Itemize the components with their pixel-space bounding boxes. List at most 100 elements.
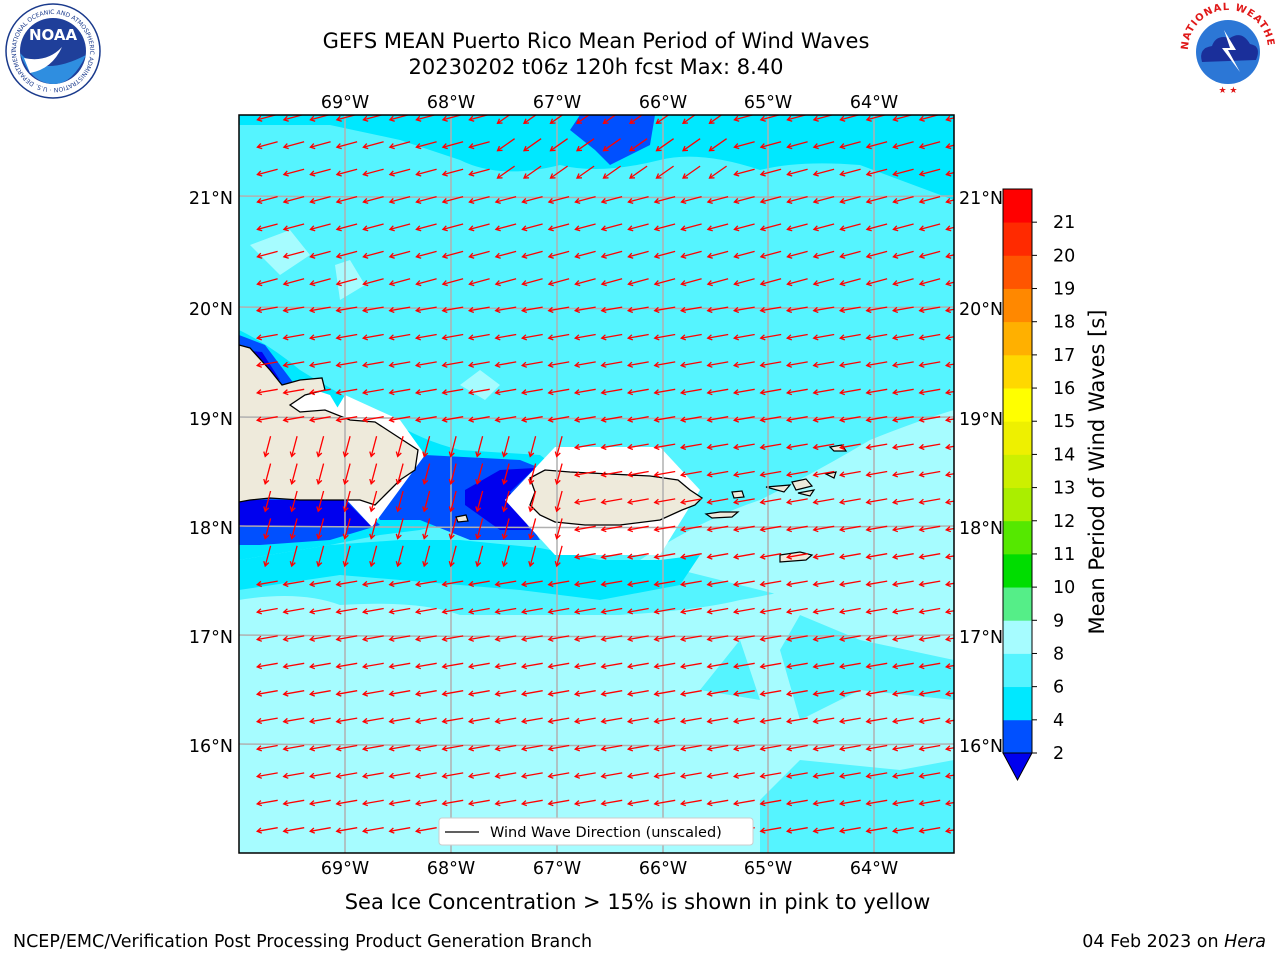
wave-direction-arrow: [389, 361, 411, 367]
wave-direction-arrow: [840, 635, 861, 641]
noaa-logo: NATIONAL OCEANIC AND ATMOSPHERIC ADMINIS…: [2, 3, 101, 99]
wave-direction-arrowhead: [759, 252, 766, 259]
wave-direction-arrowhead: [600, 553, 607, 560]
wave-direction-arrowhead: [335, 252, 342, 259]
wave-direction-arrow: [840, 744, 861, 750]
wave-direction-arrow: [760, 168, 782, 176]
wave-direction-arrow: [283, 690, 305, 695]
wave-direction-arrowhead: [467, 580, 475, 588]
wave-direction-arrow: [548, 690, 570, 695]
wave-direction-arrowhead: [918, 526, 925, 533]
wave-direction-arrowhead: [602, 173, 609, 179]
wave-direction-arrow: [529, 518, 537, 539]
wave-direction-arrowhead: [706, 252, 713, 259]
wave-direction-arrow: [734, 223, 755, 231]
wave-direction-arrow: [416, 416, 437, 421]
wave-direction-arrow: [946, 555, 954, 558]
wave-direction-arrow: [866, 799, 888, 805]
wave-direction-arrow: [363, 744, 384, 750]
wave-direction-arrowhead: [600, 608, 607, 615]
wave-direction-arrow: [283, 799, 305, 805]
wave-direction-arrow: [370, 545, 378, 567]
wave-direction-arrow: [866, 744, 888, 750]
wave-direction-arrowhead: [415, 115, 422, 122]
wave-direction-arrowhead: [918, 772, 925, 779]
wave-direction-arrowhead: [812, 690, 819, 697]
wave-direction-arrowhead: [369, 561, 376, 568]
wave-direction-arrowhead: [468, 280, 475, 287]
wave-direction-arrowhead: [521, 280, 528, 287]
wave-direction-arrowhead: [918, 717, 925, 725]
wave-direction-arrow: [681, 690, 702, 695]
wave-direction-arrow: [866, 250, 888, 258]
wave-direction-arrowhead: [494, 252, 501, 259]
wave-direction-arrow: [291, 463, 298, 484]
wave-direction-arrowhead: [388, 580, 395, 588]
wave-direction-arrow: [291, 436, 298, 457]
parallel-line: [239, 306, 954, 310]
wave-direction-arrow: [628, 717, 649, 723]
wave-direction-arrow: [919, 772, 941, 778]
wave-direction-arrow: [787, 115, 808, 121]
wave-direction-arrow: [946, 719, 954, 723]
wave-direction-arrow: [946, 637, 954, 641]
wave-direction-arrow: [707, 306, 729, 312]
wave-direction-arrowhead: [680, 252, 687, 259]
wave-direction-arrowhead: [706, 443, 713, 451]
wave-direction-arrowhead: [679, 553, 687, 560]
wave-direction-arrowhead: [865, 170, 872, 177]
wave-direction-arrowhead: [812, 800, 819, 807]
wave-direction-arrow: [760, 416, 782, 421]
wave-direction-arrow: [760, 223, 782, 231]
wave-direction-arrowhead: [865, 580, 872, 588]
wave-direction-arrowhead: [573, 334, 581, 341]
wave-direction-arrow: [522, 388, 543, 394]
wave-direction-arrowhead: [282, 608, 289, 615]
wave-direction-arrowhead: [865, 143, 872, 150]
wave-direction-arrow: [495, 361, 517, 367]
wave-direction-arrowhead: [865, 690, 872, 697]
wave-direction-arrow: [654, 635, 676, 641]
wave-direction-arrow: [654, 662, 676, 668]
wave-direction-arrow: [416, 278, 437, 285]
wave-direction-arrow: [575, 772, 596, 778]
wave-direction-arrowhead: [520, 690, 528, 697]
wave-direction-arrow: [522, 333, 543, 339]
nws-logo: NATIONAL WEATHER SERVICE ★ ★: [1176, 0, 1276, 98]
wave-direction-arrowhead: [944, 690, 952, 697]
wave-direction-arrowhead: [501, 478, 508, 486]
wave-direction-arrowhead: [494, 608, 501, 615]
period-band-4-6-south: [239, 540, 700, 600]
wave-direction-arrowhead: [395, 506, 402, 513]
wave-direction-arrow: [946, 747, 954, 750]
wave-direction-arrowhead: [361, 690, 369, 697]
wave-direction-arrowhead: [732, 416, 740, 423]
wave-direction-arrowhead: [786, 143, 793, 150]
footer-date-text: 04 Feb 2023 on: [1082, 932, 1225, 952]
wave-direction-arrowhead: [891, 526, 899, 533]
wave-direction-arrow: [523, 115, 537, 124]
axis-tick-labels: 69°W69°W68°W68°W67°W67°W66°W66°W65°W65°W…: [189, 93, 1003, 879]
wave-direction-arrow: [893, 580, 914, 586]
wave-direction-arrow: [363, 195, 384, 203]
wave-direction-arrowhead: [282, 334, 289, 341]
wave-direction-arrowhead: [414, 745, 422, 752]
wave-direction-arrowhead: [918, 197, 925, 205]
wave-direction-arrow: [760, 662, 782, 668]
wave-direction-arrow: [946, 829, 954, 832]
wave-direction-arrow: [628, 470, 649, 476]
wave-direction-arrowhead: [785, 772, 793, 779]
wave-direction-arrow: [363, 662, 384, 668]
wave-direction-arrowhead: [547, 608, 554, 615]
wave-direction-arrowhead: [732, 663, 740, 670]
wave-direction-arrowhead: [600, 197, 607, 205]
wave-direction-arrow: [336, 115, 358, 121]
wave-direction-arrow: [575, 799, 596, 805]
wave-direction-arrow: [336, 827, 358, 832]
wave-direction-arrow: [787, 223, 808, 231]
wave-direction-arrow: [681, 799, 702, 805]
wave-direction-arrow: [656, 138, 674, 152]
wave-direction-arrow: [654, 361, 676, 367]
wave-direction-arrowhead: [838, 306, 846, 314]
wave-direction-arrow: [628, 333, 649, 339]
